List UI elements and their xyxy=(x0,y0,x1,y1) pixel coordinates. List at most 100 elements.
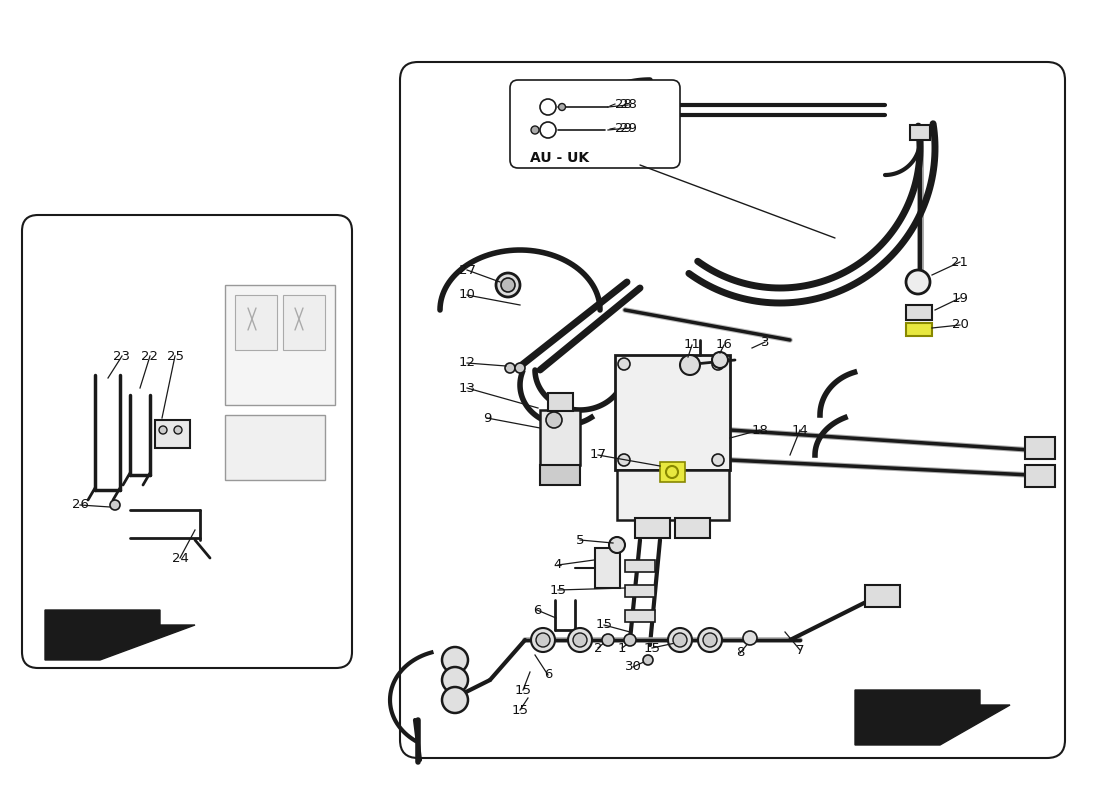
Circle shape xyxy=(712,358,724,370)
Circle shape xyxy=(500,278,515,292)
Bar xyxy=(540,465,580,485)
Circle shape xyxy=(602,634,614,646)
Circle shape xyxy=(644,655,653,665)
Text: 5: 5 xyxy=(575,534,584,546)
Text: 24: 24 xyxy=(172,551,188,565)
Text: 17: 17 xyxy=(590,449,606,462)
Bar xyxy=(615,355,730,470)
Circle shape xyxy=(568,628,592,652)
Bar xyxy=(635,518,670,538)
Text: 8: 8 xyxy=(736,646,745,659)
Bar xyxy=(226,415,324,480)
Text: 6: 6 xyxy=(532,603,541,617)
Circle shape xyxy=(174,426,182,434)
Bar xyxy=(625,610,654,622)
Text: 6: 6 xyxy=(543,669,552,682)
Circle shape xyxy=(442,647,468,673)
Text: AU - UK: AU - UK xyxy=(530,151,590,165)
Text: 15: 15 xyxy=(515,683,531,697)
Text: 15: 15 xyxy=(550,583,566,597)
Circle shape xyxy=(110,500,120,510)
Text: a passion for automobile 1985: a passion for automobile 1985 xyxy=(412,63,688,81)
FancyBboxPatch shape xyxy=(400,62,1065,758)
Text: 9: 9 xyxy=(483,411,492,425)
Circle shape xyxy=(536,633,550,647)
Text: 15: 15 xyxy=(644,642,660,654)
Circle shape xyxy=(680,355,700,375)
Circle shape xyxy=(573,633,587,647)
Circle shape xyxy=(505,363,515,373)
Text: 30: 30 xyxy=(625,661,641,674)
Circle shape xyxy=(618,358,630,370)
Circle shape xyxy=(712,454,724,466)
Text: 28: 28 xyxy=(619,98,637,111)
FancyBboxPatch shape xyxy=(22,215,352,668)
Bar xyxy=(675,518,710,538)
Text: 29: 29 xyxy=(619,122,637,134)
Bar xyxy=(625,560,654,572)
Circle shape xyxy=(618,454,630,466)
Text: 19: 19 xyxy=(952,291,968,305)
Text: europäische: europäische xyxy=(405,376,959,456)
Circle shape xyxy=(531,126,539,134)
Text: 7: 7 xyxy=(795,643,804,657)
Text: 10: 10 xyxy=(459,289,475,302)
Circle shape xyxy=(609,537,625,553)
Text: 27: 27 xyxy=(459,263,475,277)
Bar xyxy=(1025,437,1055,459)
Text: 13: 13 xyxy=(459,382,475,394)
Bar xyxy=(1025,465,1055,487)
Bar xyxy=(235,295,277,350)
Bar xyxy=(617,470,729,520)
Bar xyxy=(155,420,190,448)
Text: 25: 25 xyxy=(166,350,184,362)
Text: 4: 4 xyxy=(553,558,562,571)
Text: 14: 14 xyxy=(792,423,808,437)
Text: 2: 2 xyxy=(594,642,603,654)
Circle shape xyxy=(624,634,636,646)
Bar xyxy=(906,323,932,336)
Circle shape xyxy=(703,633,717,647)
Bar xyxy=(910,125,930,140)
Text: 20: 20 xyxy=(952,318,968,331)
Polygon shape xyxy=(45,610,195,660)
Text: 29: 29 xyxy=(615,122,631,134)
Circle shape xyxy=(673,633,688,647)
Bar xyxy=(540,410,580,465)
Bar xyxy=(595,548,620,588)
Circle shape xyxy=(442,687,468,713)
Circle shape xyxy=(668,628,692,652)
Bar xyxy=(906,305,932,320)
Text: 18: 18 xyxy=(751,423,769,437)
Text: 12: 12 xyxy=(459,357,475,370)
Text: 22: 22 xyxy=(142,350,158,362)
Text: 28: 28 xyxy=(615,98,631,110)
Circle shape xyxy=(906,270,930,294)
Circle shape xyxy=(712,352,728,368)
Text: 23: 23 xyxy=(113,350,131,362)
Circle shape xyxy=(496,273,520,297)
Text: 15: 15 xyxy=(595,618,613,631)
Circle shape xyxy=(546,412,562,428)
Text: 21: 21 xyxy=(952,255,968,269)
Circle shape xyxy=(442,667,468,693)
Bar xyxy=(226,285,336,405)
Text: 26: 26 xyxy=(72,498,88,511)
Bar xyxy=(548,393,573,411)
Bar xyxy=(660,462,685,482)
FancyBboxPatch shape xyxy=(510,80,680,168)
Circle shape xyxy=(666,466,678,478)
Text: 1: 1 xyxy=(618,642,626,654)
Circle shape xyxy=(742,631,757,645)
Polygon shape xyxy=(855,690,1010,745)
Circle shape xyxy=(531,628,556,652)
Text: 15: 15 xyxy=(512,703,528,717)
Text: 16: 16 xyxy=(716,338,733,351)
Circle shape xyxy=(515,363,525,373)
Text: 3: 3 xyxy=(761,335,769,349)
Bar xyxy=(283,295,324,350)
Bar xyxy=(865,585,900,607)
Circle shape xyxy=(160,426,167,434)
Circle shape xyxy=(559,103,565,110)
Text: 11: 11 xyxy=(683,338,701,351)
